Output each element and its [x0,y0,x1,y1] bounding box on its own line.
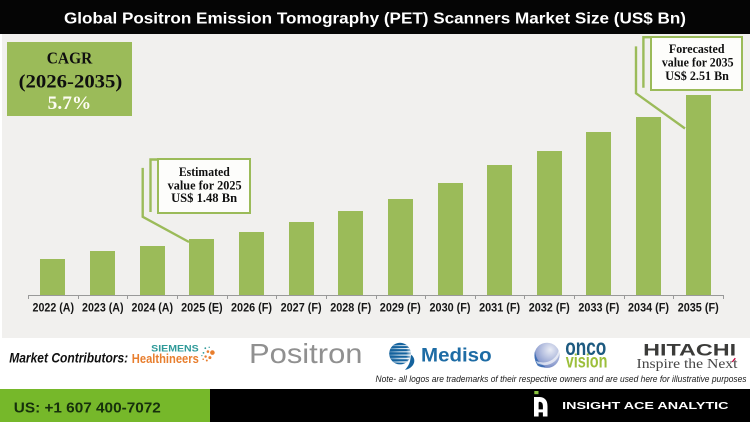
svg-text:value for 2025: value for 2025 [168,178,242,192]
svg-text:Forecasted: Forecasted [669,42,725,56]
svg-text:2032 (F): 2032 (F) [529,301,570,315]
svg-text:Note- all logos are trademarks: Note- all logos are trademarks of their … [376,374,747,384]
svg-text:Mediso: Mediso [421,345,492,366]
svg-text:onco: onco [565,334,606,360]
svg-text:2022 (A): 2022 (A) [33,301,75,315]
svg-text:Estimated: Estimated [179,165,230,179]
svg-text:2035 (F): 2035 (F) [678,301,719,315]
svg-text:US$ 1.48 Bn: US$ 1.48 Bn [171,191,237,205]
svg-text:2023 (A): 2023 (A) [82,301,124,315]
svg-text:2028 (F): 2028 (F) [330,301,371,315]
svg-text:(2026-2035): (2026-2035) [19,71,123,92]
svg-text:Healthineers: Healthineers [132,351,199,366]
svg-text:US$ 2.51 Bn: US$ 2.51 Bn [665,69,729,83]
svg-text:2031 (F): 2031 (F) [479,301,520,315]
svg-text:2027 (F): 2027 (F) [281,301,322,315]
svg-text:SIEMENS: SIEMENS [151,343,199,354]
svg-text:CAGR: CAGR [47,48,93,67]
svg-text:Positron: Positron [249,338,363,369]
svg-text:vision: vision [566,351,608,372]
svg-text:US: +1 607 400-7072: US: +1 607 400-7072 [14,401,161,417]
svg-text:value for 2035: value for 2035 [662,56,734,70]
svg-text:Market Contributors:: Market Contributors: [9,350,128,366]
svg-text:INSIGHT ACE ANALYTIC: INSIGHT ACE ANALYTIC [562,401,728,412]
svg-text:Global Positron Emission Tomog: Global Positron Emission Tomography (PET… [64,11,686,28]
svg-text:5.7%: 5.7% [48,93,92,114]
svg-text:2034 (F): 2034 (F) [628,301,669,315]
svg-text:2029 (F): 2029 (F) [380,301,421,315]
svg-text:2024 (A): 2024 (A) [132,301,174,315]
svg-text:Inspire the Next: Inspire the Next [637,356,738,371]
svg-text:2026 (F): 2026 (F) [231,301,272,315]
svg-text:2033 (F): 2033 (F) [578,301,619,315]
svg-text:2030 (F): 2030 (F) [430,301,471,315]
svg-text:HITACHI: HITACHI [643,340,736,359]
svg-text:2025 (E): 2025 (E) [181,301,223,315]
